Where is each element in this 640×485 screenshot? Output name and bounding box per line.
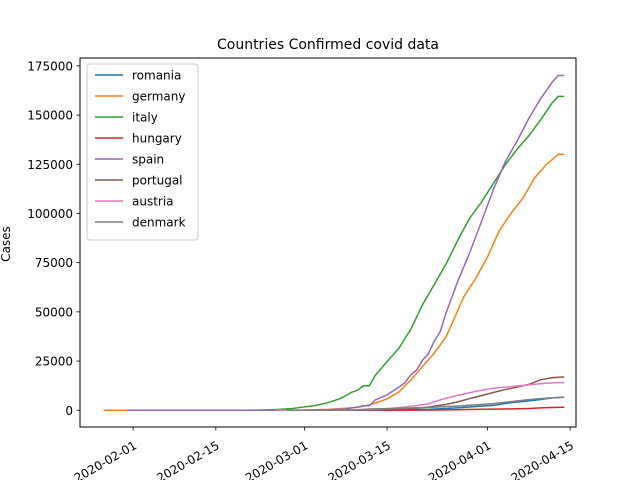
legend-label-germany: germany	[132, 90, 185, 104]
legend-label-italy: italy	[132, 111, 158, 125]
x-tick-label: 2020-04-01	[426, 438, 493, 480]
legend: romania germany italy hungary spain portugal a…	[86, 63, 199, 241]
y-tick-label: 150000	[27, 109, 73, 123]
x-axis: 2020-02-01 2020-02-15 2020-03-01 2020-03-15…	[72, 427, 576, 485]
x-tick-label: 2020-04-15	[509, 438, 576, 480]
legend-label-portugal: portugal	[132, 174, 183, 188]
x-tick-label: 2020-03-15	[326, 438, 393, 480]
legend-label-hungary: hungary	[132, 132, 182, 146]
series-line-spain	[127, 74, 565, 412]
legend-label-austria: austria	[132, 195, 174, 209]
chart-title: Countries Confirmed covid data	[217, 37, 439, 53]
y-tick-label: 75000	[35, 256, 73, 270]
y-tick-label: 50000	[35, 305, 73, 319]
series-line-denmark	[286, 396, 565, 412]
x-tick-label: 2020-02-15	[154, 438, 221, 480]
y-axis-label: Cases	[0, 226, 13, 262]
series-line-portugal	[310, 376, 565, 412]
legend-label-spain: spain	[132, 153, 164, 167]
y-tick-label: 25000	[35, 355, 73, 369]
legend-box	[86, 63, 199, 241]
series-layer	[103, 74, 565, 412]
legend-label-romania: romania	[132, 69, 181, 83]
y-tick-label: 100000	[27, 207, 73, 221]
x-tick-label: 2020-02-01	[72, 438, 139, 480]
legend-label-denmark: denmark	[132, 216, 186, 230]
plot-frame	[79, 57, 577, 428]
series-line-italy	[127, 95, 565, 412]
y-tick-label: 125000	[27, 158, 73, 172]
y-tick-label: 175000	[27, 59, 73, 73]
x-tick-label: 2020-03-01	[243, 438, 310, 480]
y-axis: 0 25000 50000 75000 100000 125000 150000 175000	[27, 59, 80, 418]
y-tick-label: 0	[65, 404, 73, 418]
